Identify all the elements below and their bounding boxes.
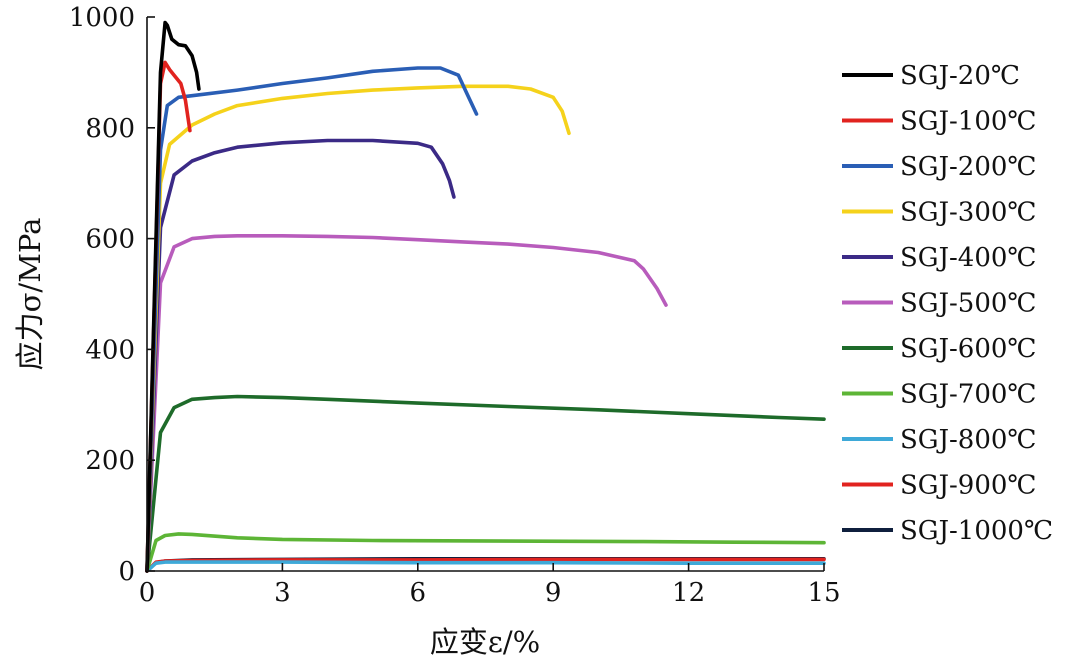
legend-label: SGJ-100℃ — [900, 107, 1037, 137]
x-tick-label: 15 — [807, 578, 840, 608]
series-line — [145, 84, 571, 573]
y-tick-label: 400 — [85, 335, 135, 365]
legend-label: SGJ-1000℃ — [900, 516, 1053, 546]
series-line — [145, 66, 479, 573]
series-line — [145, 532, 826, 573]
series-layer — [145, 20, 826, 573]
x-tick-label: 6 — [410, 578, 427, 608]
legend-label: SGJ-900℃ — [900, 471, 1037, 501]
series-line — [145, 20, 201, 573]
y-ticks: 0 200 400 600 800 1000 — [69, 3, 155, 587]
legend-label: SGJ-500℃ — [900, 289, 1037, 319]
legend-label: SGJ-200℃ — [900, 152, 1037, 182]
legend-label: SGJ-300℃ — [900, 198, 1037, 228]
legend-label: SGJ-800℃ — [900, 425, 1037, 455]
series-line — [145, 234, 668, 573]
x-tick-label: 0 — [139, 578, 156, 608]
x-tick-label: 9 — [545, 578, 562, 608]
y-axis-title: 应力σ/MPa — [13, 218, 47, 371]
y-tick-label: 0 — [118, 557, 135, 587]
x-tick-label: 12 — [672, 578, 705, 608]
legend: SGJ-20℃ SGJ-100℃ SGJ-200℃ SGJ-300℃ SGJ-400℃ S… — [842, 61, 1053, 546]
legend-label: SGJ-400℃ — [900, 243, 1037, 273]
x-axis-title: 应变ε/% — [430, 625, 540, 659]
y-tick-label: 200 — [85, 446, 135, 476]
x-ticks: 0 3 6 9 12 15 — [139, 563, 841, 608]
y-tick-label: 800 — [85, 114, 135, 144]
legend-label: SGJ-600℃ — [900, 334, 1037, 364]
series-line — [145, 560, 826, 573]
y-tick-label: 1000 — [69, 3, 135, 33]
series-line — [145, 138, 456, 573]
legend-label: SGJ-700℃ — [900, 380, 1037, 410]
x-tick-label: 3 — [274, 578, 291, 608]
legend-label: SGJ-20℃ — [900, 61, 1020, 91]
series-line — [145, 394, 826, 573]
axes-layer — [146, 17, 824, 572]
y-tick-label: 600 — [85, 225, 135, 255]
